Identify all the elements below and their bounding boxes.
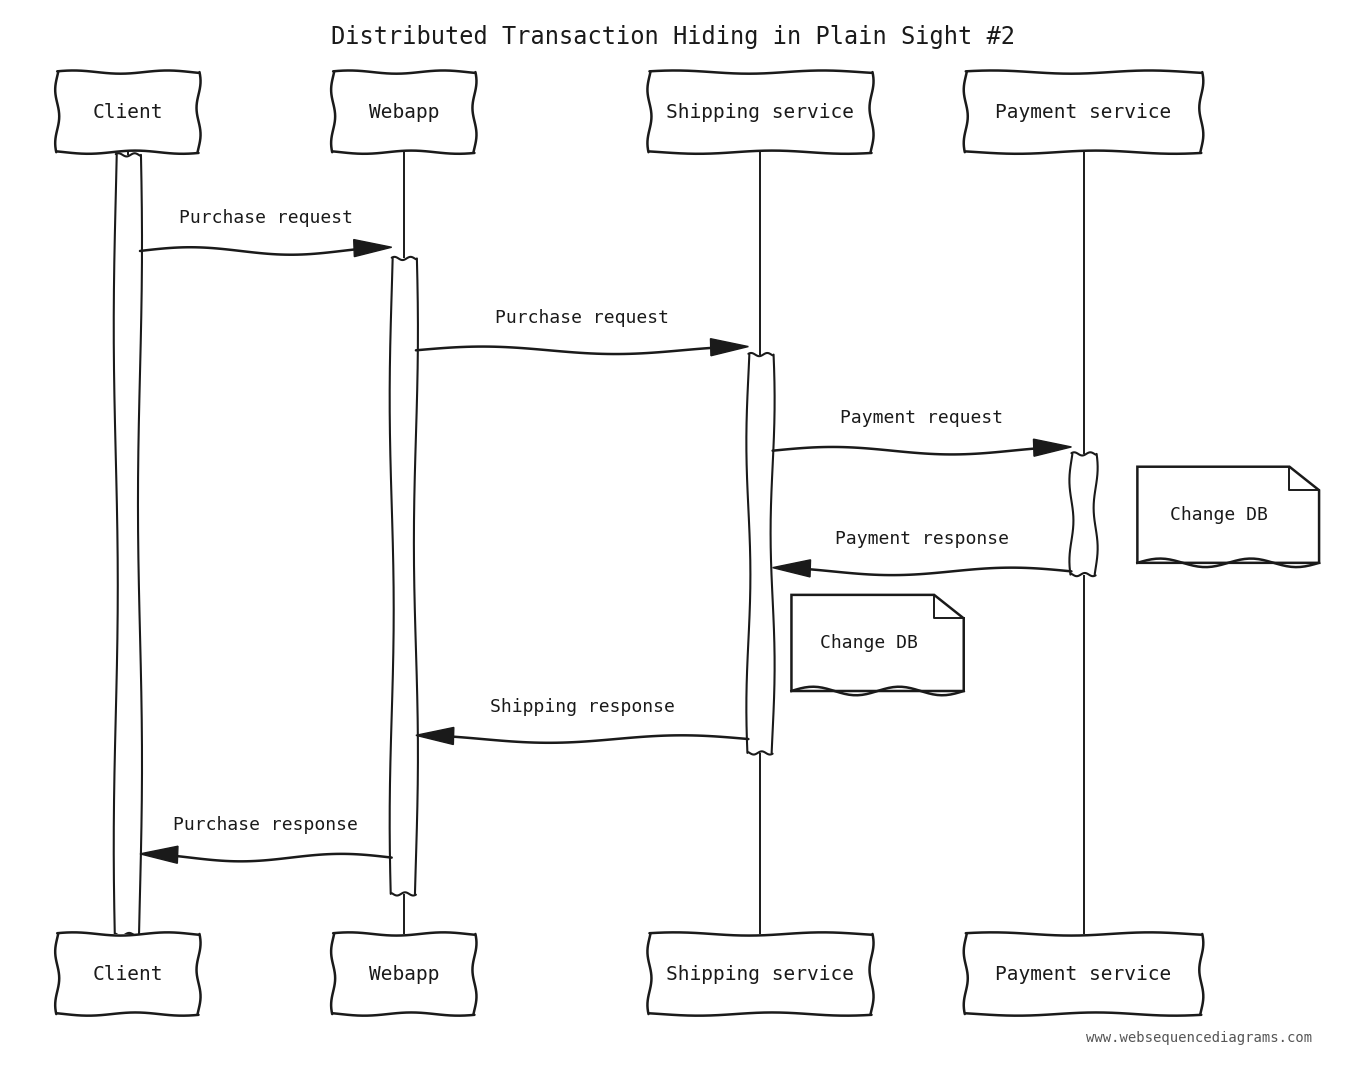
Polygon shape <box>965 933 1201 1015</box>
Polygon shape <box>1034 439 1071 456</box>
Text: Client: Client <box>93 103 163 122</box>
Polygon shape <box>1071 454 1096 575</box>
Polygon shape <box>965 73 1201 152</box>
Polygon shape <box>748 355 773 753</box>
Polygon shape <box>649 73 872 152</box>
Polygon shape <box>354 239 392 256</box>
Polygon shape <box>140 846 178 863</box>
Text: Distributed Transaction Hiding in Plain Sight #2: Distributed Transaction Hiding in Plain … <box>331 26 1015 49</box>
Text: Payment service: Payment service <box>996 103 1171 122</box>
Text: Purchase request: Purchase request <box>179 209 353 227</box>
Polygon shape <box>416 727 454 744</box>
Text: Shipping response: Shipping response <box>490 697 674 716</box>
Text: Payment response: Payment response <box>835 530 1010 548</box>
Text: Client: Client <box>93 964 163 984</box>
Text: Payment request: Payment request <box>840 409 1004 427</box>
Text: Shipping service: Shipping service <box>666 103 855 122</box>
Polygon shape <box>392 258 416 894</box>
Polygon shape <box>791 595 964 691</box>
Text: Payment service: Payment service <box>996 964 1171 984</box>
Polygon shape <box>57 73 199 152</box>
Text: Change DB: Change DB <box>820 634 918 651</box>
Polygon shape <box>1137 467 1319 563</box>
Text: Webapp: Webapp <box>369 103 439 122</box>
Text: Purchase request: Purchase request <box>495 309 669 327</box>
Polygon shape <box>711 339 748 356</box>
Text: www.websequencediagrams.com: www.websequencediagrams.com <box>1086 1031 1312 1045</box>
Text: Change DB: Change DB <box>1170 506 1268 523</box>
Polygon shape <box>649 933 872 1015</box>
Polygon shape <box>332 73 474 152</box>
Polygon shape <box>116 155 140 934</box>
Polygon shape <box>332 933 474 1015</box>
Polygon shape <box>57 933 199 1015</box>
Text: Webapp: Webapp <box>369 964 439 984</box>
Text: Shipping service: Shipping service <box>666 964 855 984</box>
Polygon shape <box>773 560 810 577</box>
Text: Purchase response: Purchase response <box>174 816 358 834</box>
